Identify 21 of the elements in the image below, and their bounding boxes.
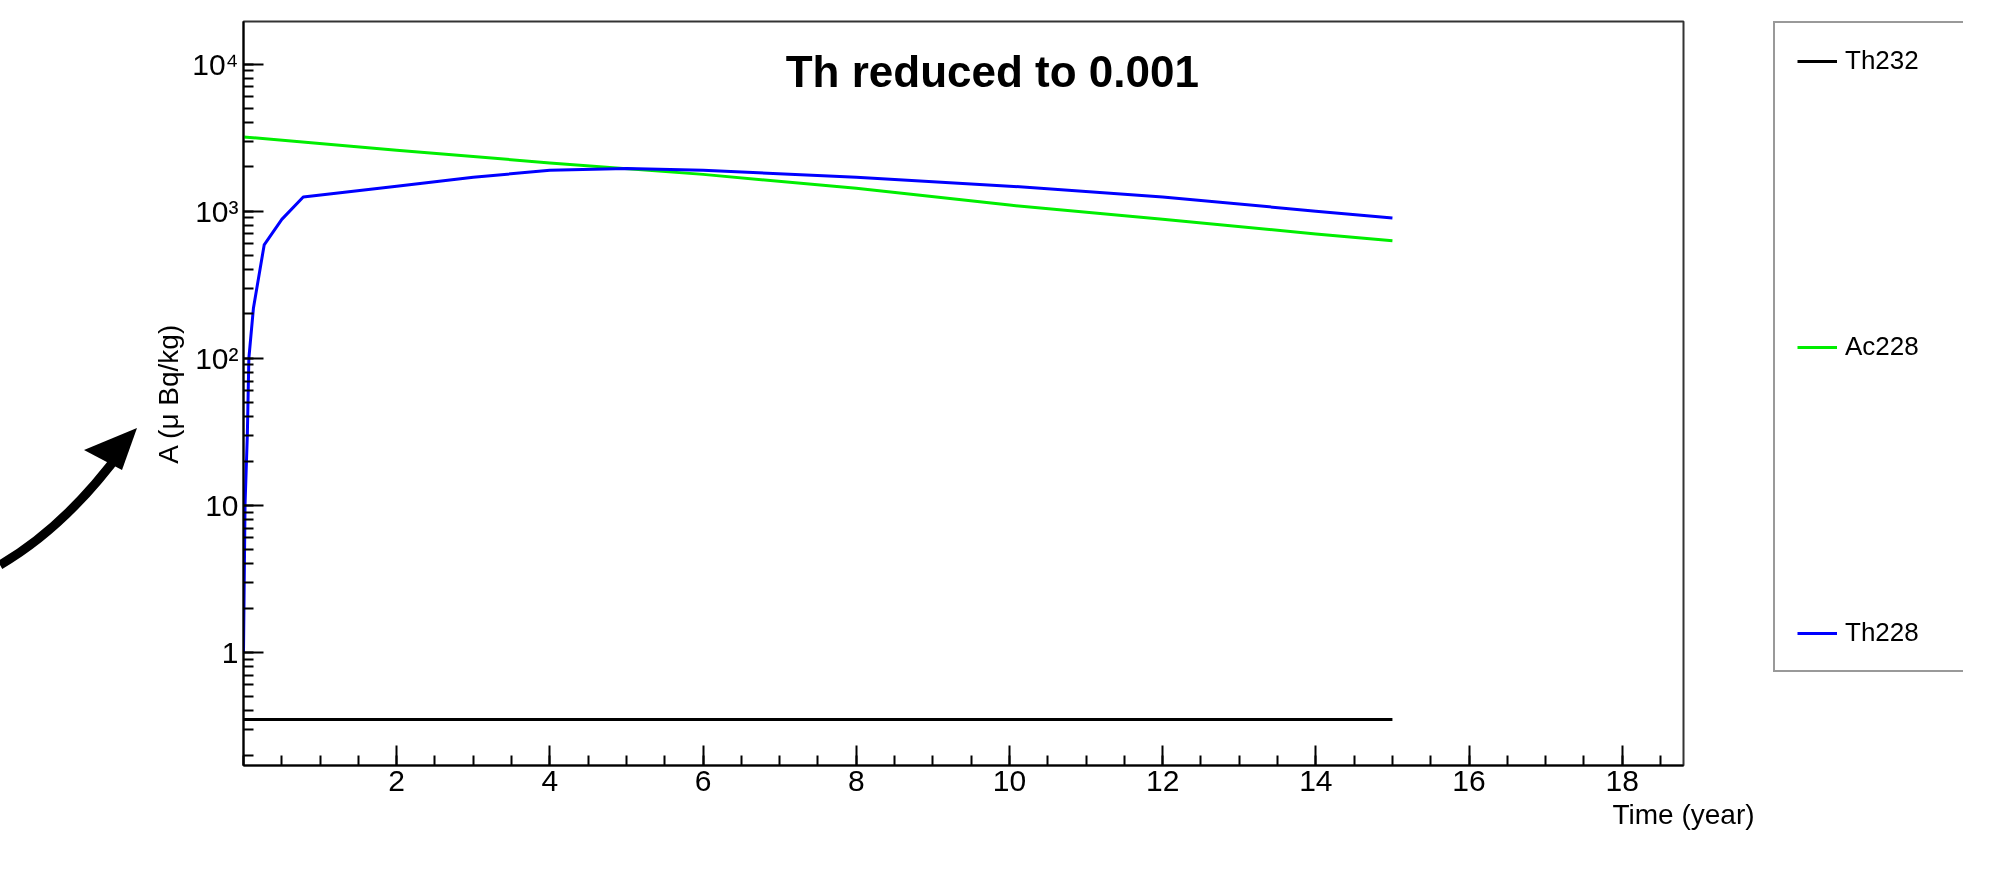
x-tick-label: 14 [1299, 763, 1333, 797]
x-tick-label: 6 [694, 763, 712, 797]
legend-label: Ac228 [1845, 331, 1920, 362]
y-tick-label: 10² [195, 341, 239, 375]
x-axis-title: Time (year) [1612, 798, 1755, 830]
x-tick-label: 18 [1605, 763, 1639, 797]
y-tick-label: 10³ [195, 194, 239, 228]
line-series [243, 135, 1394, 243]
x-tick-label: 2 [388, 763, 406, 797]
x-tick-label: 4 [541, 763, 559, 797]
y-axis-title: A (μ Bq/kg) [153, 324, 185, 464]
y-tick-label: 10⁴ [192, 47, 239, 81]
y-tick-label: 10 [205, 488, 239, 522]
legend-label: Th232 [1845, 45, 1920, 76]
text: Th reduced to 0.001 [785, 46, 1199, 96]
x-tick-label: 12 [1145, 763, 1180, 797]
y-tick-label: 1 [221, 635, 239, 669]
x-tick-label: 8 [847, 763, 865, 797]
x-tick-label: 10 [992, 763, 1027, 797]
legend-label: Th228 [1845, 617, 1920, 648]
x-tick-label: 16 [1452, 763, 1486, 797]
